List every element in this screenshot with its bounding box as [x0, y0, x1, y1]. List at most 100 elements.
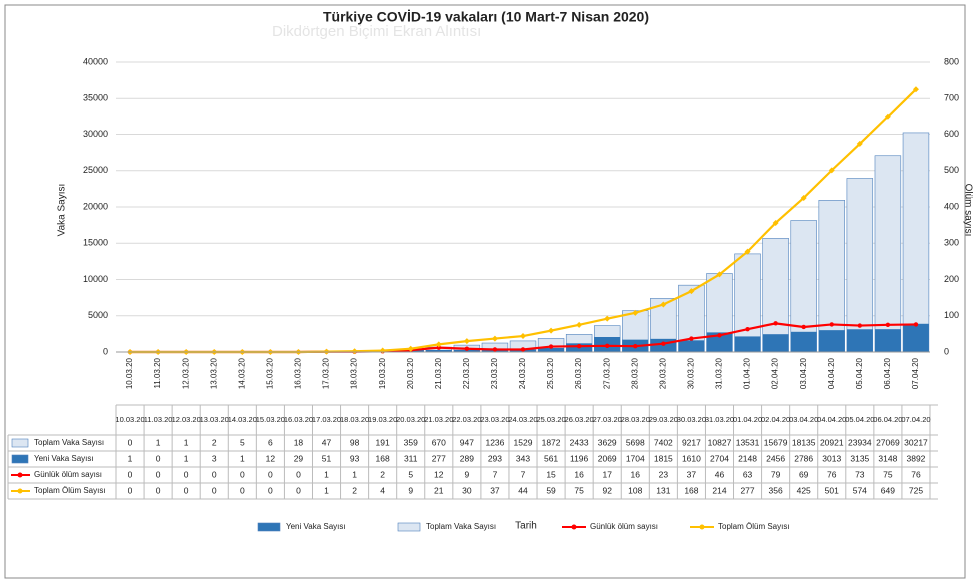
line-marker: [773, 321, 778, 326]
table-header: 10.03.20: [115, 415, 144, 424]
table-header: 04.04.20: [817, 415, 846, 424]
table-cell: 168: [684, 485, 698, 495]
line-marker: [800, 194, 807, 201]
x-tick-label: 22.03.20: [462, 357, 471, 389]
table-cell: 0: [240, 485, 245, 495]
y2-tick-label: 300: [944, 238, 959, 248]
x-tick-label: 07.04.20: [911, 357, 920, 389]
table-header: 05.04.20: [845, 415, 874, 424]
line-marker: [548, 327, 555, 334]
y2-tick-label: 500: [944, 165, 959, 175]
y2-tick-label: 100: [944, 310, 959, 320]
bar: [902, 132, 930, 353]
table-cell: 1: [324, 485, 329, 495]
table-key: [17, 472, 23, 478]
line-marker: [632, 309, 639, 316]
x-tick-label: 24.03.20: [518, 357, 527, 389]
table-cell: 9: [408, 485, 413, 495]
table-row-label: Günlük ölüm sayısı: [34, 470, 102, 479]
line-marker: [633, 344, 638, 349]
x-tick-label: 29.03.20: [658, 357, 667, 389]
table-cell: 10827: [708, 437, 732, 447]
table-cell: 3892: [907, 453, 926, 463]
table-cell: 17: [602, 469, 612, 479]
table-cell: 725: [909, 485, 923, 495]
table-cell: 73: [855, 469, 865, 479]
table-header: 19.03.20: [368, 415, 397, 424]
x-tick-label: 10.03.20: [125, 357, 134, 389]
bar: [762, 334, 789, 352]
table-cell: 649: [881, 485, 895, 495]
line-marker: [688, 288, 695, 295]
table-cell: 293: [488, 453, 502, 463]
table-cell: 5: [408, 469, 413, 479]
table-cell: 191: [376, 437, 390, 447]
bar: [762, 238, 789, 353]
table-header: 14.03.20: [228, 415, 257, 424]
table-cell: 46: [715, 469, 725, 479]
table-cell: 311: [404, 453, 418, 463]
table-cell: 4: [380, 485, 385, 495]
table-cell: 1: [184, 437, 189, 447]
table-cell: 92: [602, 485, 612, 495]
table-cell: 12: [434, 469, 444, 479]
line-marker: [661, 341, 666, 346]
line-marker: [856, 140, 863, 147]
table-cell: 21: [434, 485, 444, 495]
x-tick-label: 19.03.20: [378, 357, 387, 389]
table-cell: 1196: [570, 453, 589, 463]
table-cell: 29: [294, 453, 304, 463]
y2-tick-label: 0: [944, 346, 949, 356]
table-cell: 12: [266, 453, 276, 463]
table-cell: 37: [490, 485, 500, 495]
bar: [706, 332, 733, 352]
table-cell: 0: [212, 469, 217, 479]
table-cell: 2704: [710, 453, 729, 463]
table-header: 25.03.20: [536, 415, 565, 424]
table-cell: 30217: [904, 437, 928, 447]
y2-tick-label: 800: [944, 56, 959, 66]
table-cell: 98: [350, 437, 360, 447]
table-cell: 27069: [876, 437, 900, 447]
x-tick-label: 02.04.20: [771, 357, 780, 389]
table-cell: 0: [296, 485, 301, 495]
legend-label: Günlük ölüm sayısı: [590, 522, 658, 531]
table-header: 07.04.20: [901, 415, 930, 424]
table-cell: 15679: [764, 437, 788, 447]
line-marker: [464, 346, 470, 351]
table-cell: 289: [460, 453, 474, 463]
table-cell: 0: [128, 469, 133, 479]
table-header: 15.03.20: [256, 415, 285, 424]
table-header: 12.03.20: [172, 415, 201, 424]
table-header: 24.03.20: [508, 415, 537, 424]
table-cell: 3148: [878, 453, 897, 463]
table-cell: 7: [521, 469, 526, 479]
table-cell: 0: [128, 485, 133, 495]
table-cell: 51: [322, 453, 332, 463]
x-tick-label: 16.03.20: [294, 357, 303, 389]
x-tick-label: 26.03.20: [574, 357, 583, 389]
table-row-label: Toplam Ölüm Sayısı: [34, 486, 106, 495]
x-tick-label: 31.03.20: [715, 357, 724, 389]
table-cell: 6: [268, 437, 273, 447]
x-tick-label: 12.03.20: [181, 357, 190, 389]
table-cell: 75: [883, 469, 893, 479]
table-cell: 18135: [792, 437, 816, 447]
table-key: [17, 488, 23, 494]
x-tick-label: 18.03.20: [350, 357, 359, 389]
table-header: 26.03.20: [565, 415, 594, 424]
table-cell: 3013: [822, 453, 841, 463]
table-cell: 0: [128, 437, 133, 447]
table-cell: 13531: [736, 437, 760, 447]
table-header: 23.03.20: [480, 415, 509, 424]
line-marker: [912, 86, 919, 93]
table-header: 21.03.20: [424, 415, 453, 424]
table-header: 03.04.20: [789, 415, 818, 424]
table-cell: 0: [212, 485, 217, 495]
table-cell: 3629: [598, 437, 617, 447]
y-tick-label: 40000: [83, 56, 108, 66]
table-cell: 0: [184, 485, 189, 495]
x-tick-label: 14.03.20: [237, 357, 246, 389]
line-marker: [435, 341, 442, 348]
table-cell: 947: [460, 437, 474, 447]
